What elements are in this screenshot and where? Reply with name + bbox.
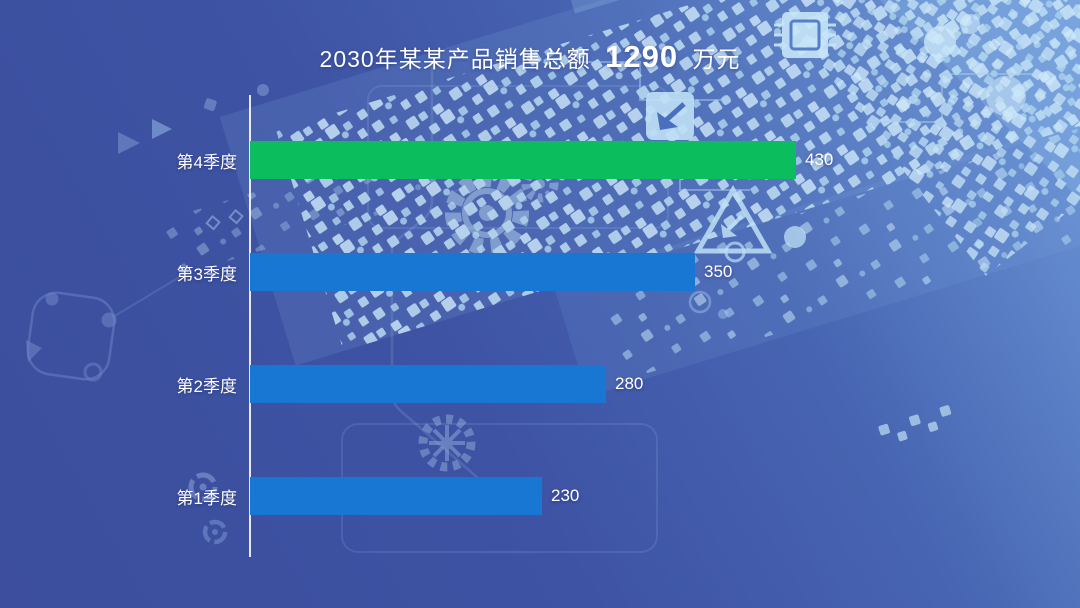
segmented-circle-decoration (188, 472, 228, 545)
gear-decoration-small (521, 165, 559, 203)
bar-q3 (250, 253, 695, 291)
category-label: 第3季度 (176, 264, 237, 284)
title-unit: 万元 (692, 46, 741, 72)
arrow-triangle-icon (693, 184, 773, 254)
value-label: 350 (704, 262, 733, 281)
chart-title: 2030年某某产品销售总额 1290 万元 (240, 36, 820, 80)
loop-trace-decoration (26, 271, 189, 382)
category-label: 第1季度 (176, 488, 237, 508)
title-text: 2030年某某产品销售总额 (319, 46, 591, 72)
title-total-value: 1290 (605, 39, 679, 74)
value-label: 280 (615, 374, 644, 393)
value-label: 430 (805, 150, 834, 169)
bar-row-q4: 第4季度 430 (140, 141, 833, 179)
category-label: 第4季度 (176, 152, 237, 172)
bar-row-q2: 第2季度 280 (140, 365, 643, 403)
bar-q2 (250, 365, 606, 403)
category-label: 第2季度 (176, 376, 237, 396)
gear-decoration-bottom (418, 414, 476, 472)
value-label: 230 (551, 486, 580, 505)
bar-row-q1: 第1季度 230 (140, 477, 579, 515)
arrow-square-icon (646, 92, 694, 140)
bar-q1 (250, 477, 542, 515)
bar-q4 (250, 141, 796, 179)
cpu-chip-icon (774, 12, 836, 58)
y-axis-line (249, 95, 251, 557)
gear-decoration-large (445, 171, 529, 255)
bar-row-q3: 第3季度 350 (140, 253, 732, 291)
